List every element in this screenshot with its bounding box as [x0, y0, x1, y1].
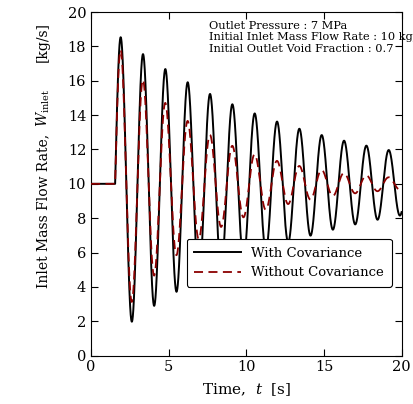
With Covariance [343, 148, 348, 153]
Without Covariance [118, 48, 123, 53]
Text: [kg/s]: [kg/s] [36, 23, 50, 63]
Text: Outlet Pressure : 7 MPa
Initial Inlet Mass Flow Rate : 10 kg/s
Initial Outlet Vo: Outlet Pressure : 7 MPa Initial Inlet Ma… [209, 21, 413, 54]
With Covariance [274, 120, 279, 124]
With Covariance [207, 92, 212, 97]
X-axis label: Time,  $\it{t}$  [s]: Time, $\it{t}$ [s] [201, 381, 290, 398]
With Covariance [320, 135, 325, 140]
Line: Without Covariance: Without Covariance [91, 50, 401, 302]
Without Covariance [320, 168, 325, 173]
Without Covariance [145, 153, 150, 158]
Without Covariance [398, 187, 403, 191]
Without Covariance [88, 181, 93, 186]
Without Covariance [129, 299, 134, 304]
Line: With Covariance: With Covariance [91, 37, 401, 322]
With Covariance [88, 181, 93, 186]
Without Covariance [274, 159, 279, 164]
With Covariance [145, 145, 150, 149]
With Covariance [290, 193, 295, 198]
Text: Inlet Mass Flow Rate,: Inlet Mass Flow Rate, [36, 134, 50, 288]
With Covariance [398, 210, 403, 215]
With Covariance [129, 319, 134, 324]
Text: $\it{W}_{\rm{inlet}}$: $\it{W}_{\rm{inlet}}$ [34, 89, 52, 127]
Without Covariance [207, 133, 212, 137]
With Covariance [118, 35, 123, 40]
Without Covariance [343, 173, 348, 178]
Legend: With Covariance, Without Covariance: With Covariance, Without Covariance [186, 239, 391, 287]
Without Covariance [290, 185, 295, 190]
